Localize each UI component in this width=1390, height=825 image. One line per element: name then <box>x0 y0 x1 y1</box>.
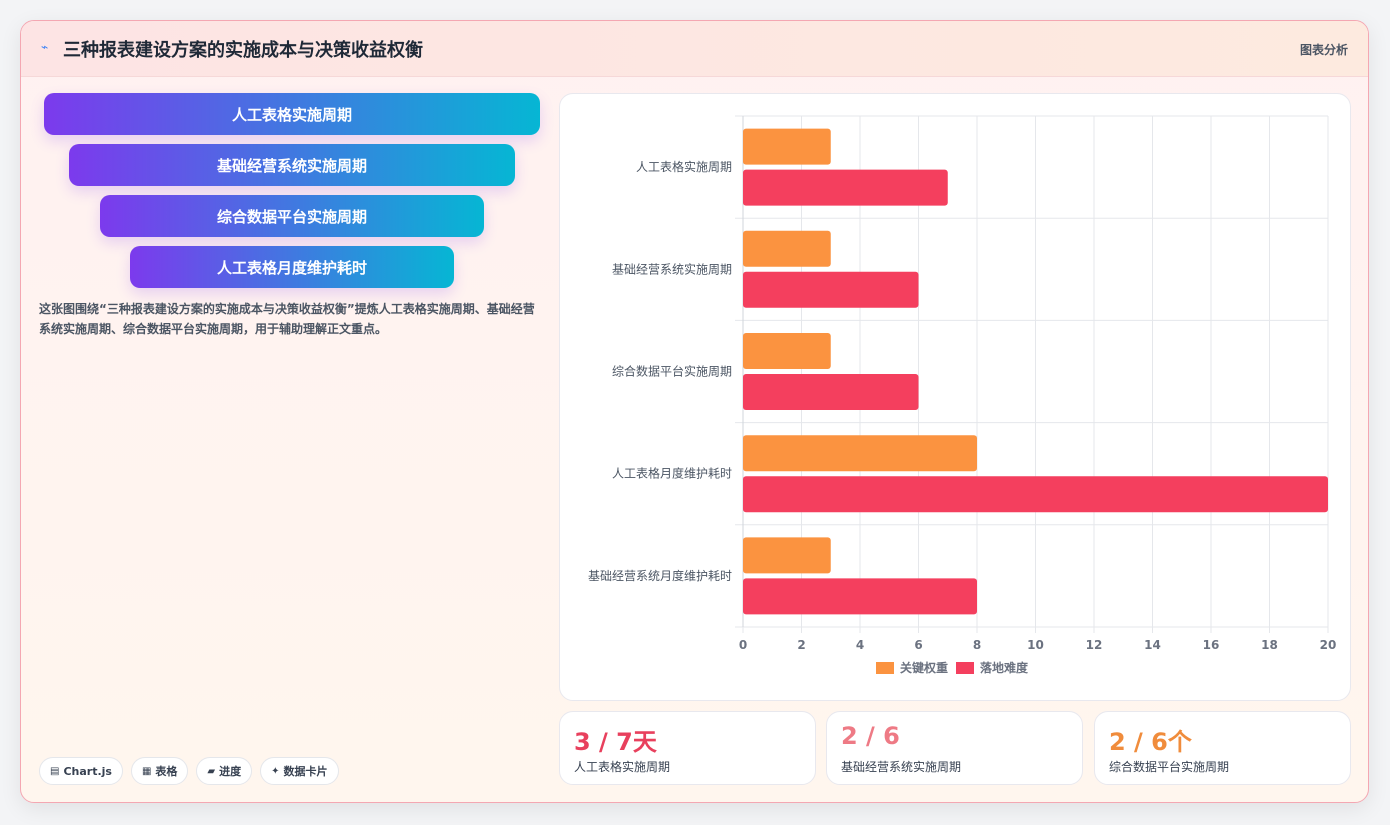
y-category-label: 人工表格月度维护耗时 <box>612 466 732 481</box>
legend-swatch <box>956 662 974 674</box>
lightning-icon: ⌁ <box>41 40 49 54</box>
chart-panel: 0 2 4 6 8 10 12 14 16 18 20 人工表格实施周期基础经营系统实施周期 综合数据平… <box>559 93 1351 701</box>
chart-analysis-badge: 图表分析 <box>1299 43 1348 57</box>
x-tick-label: 10 <box>1027 638 1044 652</box>
stat-label: 基础经营系统实施周期 <box>841 760 962 774</box>
y-category-label: 人工表格实施周期 <box>636 159 732 174</box>
tag-list: ▤ Chart.js ▦ 表格 ▰ 进度 ✦ 数据卡片 <box>39 757 339 785</box>
bar-difficulty <box>743 271 919 308</box>
tag-chartjs[interactable]: ▤ Chart.js <box>39 757 123 785</box>
x-tick-label: 14 <box>1144 638 1161 652</box>
bar-weight <box>743 230 831 267</box>
stat-card-3: 2 / 6个 综合数据平台实施周期 <box>1094 711 1351 785</box>
stat-value: 2 / 6 <box>841 722 900 750</box>
funnel-step-4: 人工表格月度维护耗时 <box>130 246 454 288</box>
x-tick-label: 16 <box>1203 638 1220 652</box>
tag-progress[interactable]: ▰ 进度 <box>196 757 253 785</box>
funnel-step-1: 人工表格实施周期 <box>44 93 540 135</box>
bar-weight <box>743 537 831 574</box>
y-category-label: 基础经营系统月度维护耗时 <box>588 568 732 583</box>
chart-icon: ▤ <box>50 765 60 777</box>
bar-weight <box>743 333 831 369</box>
tag-table[interactable]: ▦ 表格 <box>130 757 189 785</box>
stat-label: 综合数据平台实施周期 <box>1109 760 1230 774</box>
progress-icon: ▰ <box>207 765 216 777</box>
x-tick-label: 4 <box>856 638 864 652</box>
bar-chart: 0 2 4 6 8 10 12 14 16 18 20 人工表格实施周期基础经营系统实施周期综合数据平… <box>588 115 1337 675</box>
main-card: ⌁ 三种报表建设方案的实施成本与决策收益权衡 图表分析 人工表格实施周期 基础经… <box>20 20 1369 803</box>
tag-data-card[interactable]: ✦ 数据卡片 <box>260 757 339 785</box>
card-header: ⌁ 三种报表建设方案的实施成本与决策收益权衡 图表分析 <box>21 21 1368 77</box>
bar-difficulty <box>743 169 948 206</box>
bar-difficulty <box>743 374 919 410</box>
stat-value: 2 / 6个 <box>1109 728 1192 756</box>
x-tick-label: 18 <box>1261 638 1278 652</box>
page-title: 三种报表建设方案的实施成本与决策收益权衡 <box>63 40 423 61</box>
x-tick-label: 2 <box>797 638 805 652</box>
legend-label: 落地难度 <box>980 660 1029 675</box>
tag-label: 进度 <box>219 765 242 778</box>
funnel-step-3: 综合数据平台实施周期 <box>100 195 484 237</box>
sparkle-icon: ✦ <box>271 765 280 777</box>
x-tick-label: 20 <box>1320 638 1337 652</box>
stat-label: 人工表格实施周期 <box>574 760 671 774</box>
table-icon: ▦ <box>141 765 152 777</box>
y-category-label: 基础经营系统实施周期 <box>612 261 732 276</box>
tag-label: 数据卡片 <box>283 765 328 778</box>
funnel-step-2: 基础经营系统实施周期 <box>69 144 515 186</box>
stat-card-2: 2 / 6 基础经营系统实施周期 <box>826 711 1083 785</box>
tag-label: 表格 <box>155 765 178 778</box>
x-tick-label: 6 <box>914 638 922 652</box>
bar-weight <box>743 128 831 165</box>
tag-label: Chart.js <box>63 764 112 778</box>
chart-description: 这张图围绕“三种报表建设方案的实施成本与决策收益权衡”提炼人工表格实施周期、基础… <box>39 302 535 336</box>
bar-difficulty <box>743 578 977 615</box>
bar-difficulty <box>743 476 1328 513</box>
legend-label: 关键权重 <box>900 660 948 675</box>
x-tick-label: 0 <box>739 638 747 652</box>
x-tick-label: 12 <box>1086 638 1103 652</box>
stat-card-1: 3 / 7天 人工表格实施周期 <box>559 711 816 785</box>
y-category-label: 综合数据平台实施周期 <box>612 364 732 379</box>
x-tick-label: 8 <box>973 638 981 652</box>
legend-swatch <box>876 662 894 674</box>
stat-value: 3 / 7天 <box>574 728 657 756</box>
bar-weight <box>743 435 977 472</box>
